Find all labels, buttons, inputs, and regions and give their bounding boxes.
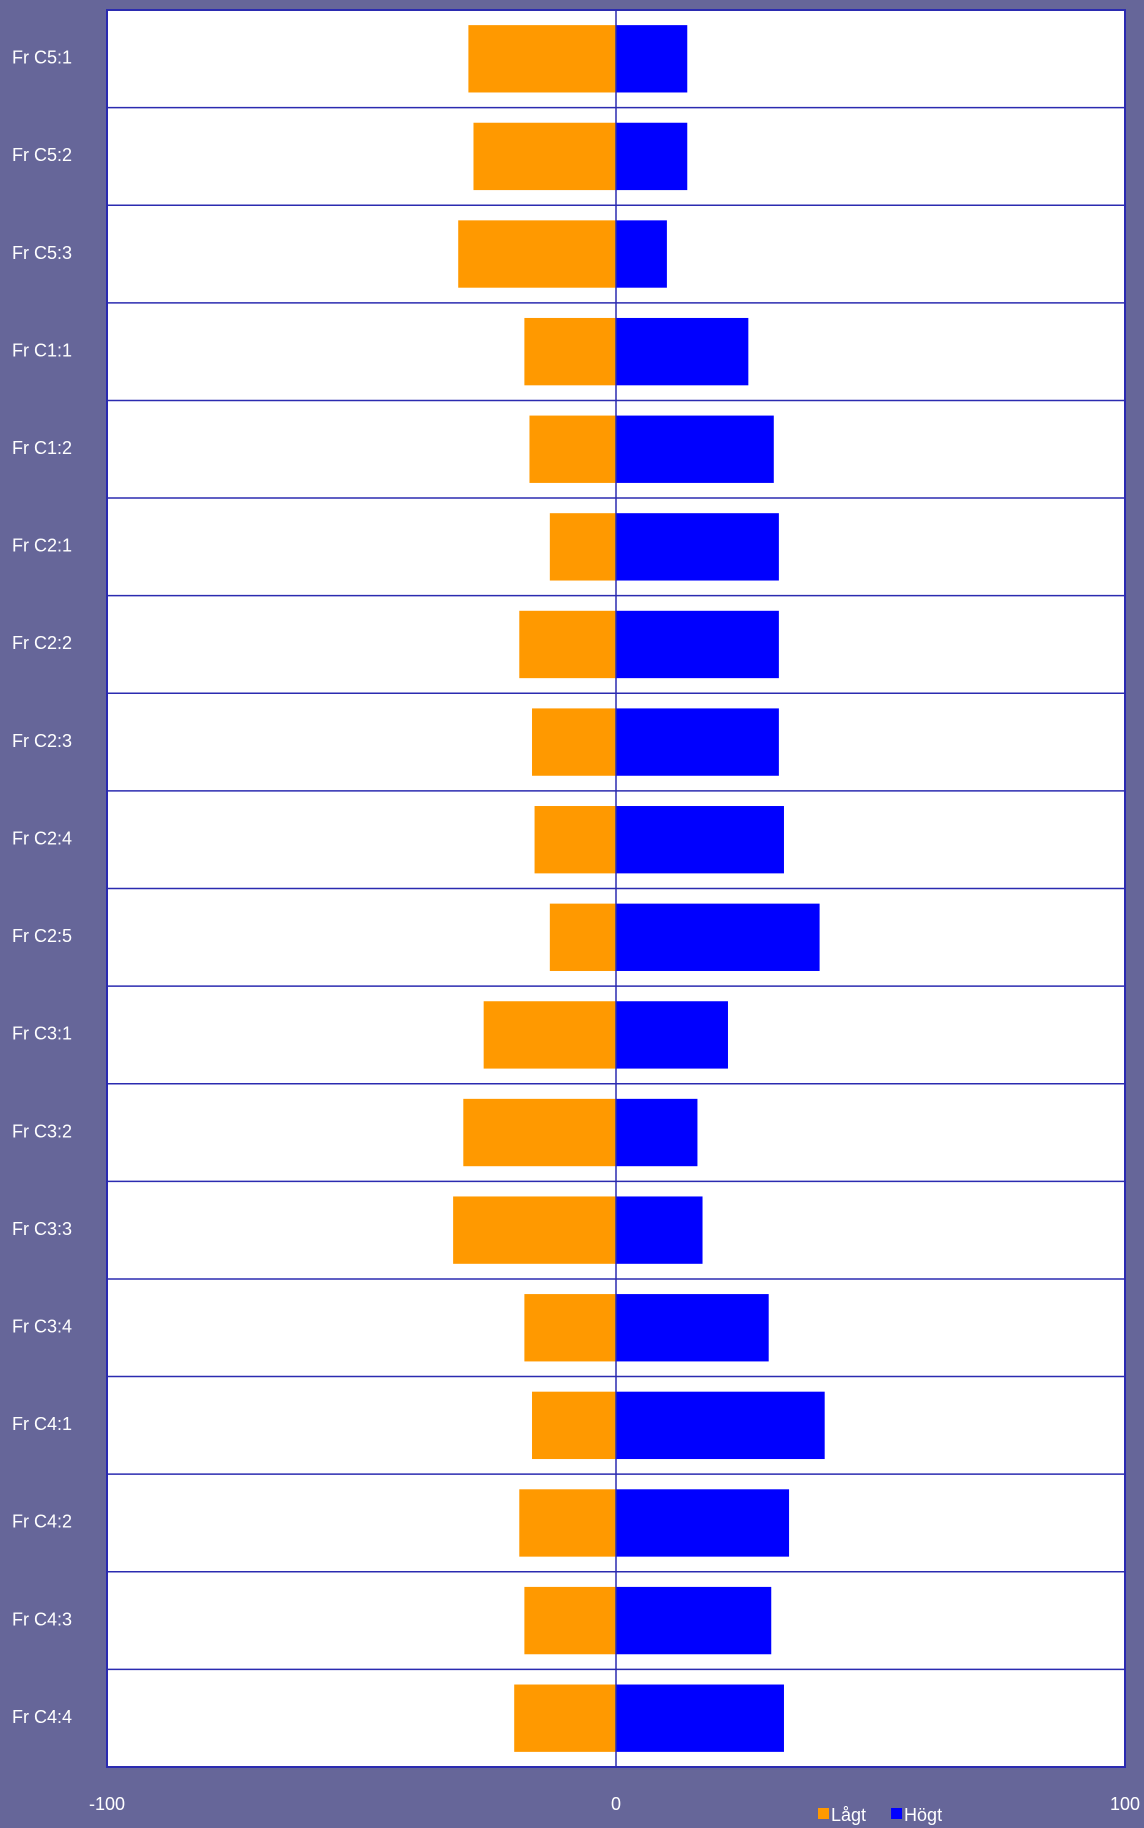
y-tick-label: Fr C4:1 [12, 1414, 72, 1434]
legend-swatch [818, 1808, 829, 1819]
bar [616, 1586, 772, 1655]
legend-label: Lågt [831, 1805, 866, 1825]
y-tick-label: Fr C3:3 [12, 1219, 72, 1239]
bar [549, 513, 616, 581]
y-tick-label: Fr C1:1 [12, 340, 72, 360]
y-tick-label: Fr C2:4 [12, 828, 72, 848]
bar [616, 903, 820, 971]
bar [616, 1294, 769, 1362]
bar [529, 415, 616, 483]
y-tick-label: Fr C2:5 [12, 926, 72, 946]
y-tick-label: Fr C5:3 [12, 243, 72, 263]
bar [616, 1196, 703, 1264]
bar [514, 1684, 616, 1752]
y-tick-label: Fr C5:1 [12, 48, 72, 68]
y-tick-label: Fr C3:2 [12, 1121, 72, 1141]
bar [616, 806, 784, 874]
bar [532, 1391, 616, 1460]
bar [524, 1586, 616, 1655]
bar [534, 806, 616, 874]
y-tick-label: Fr C5:2 [12, 145, 72, 165]
y-tick-label: Fr C4:3 [12, 1609, 72, 1629]
bar [616, 1684, 784, 1752]
bar [616, 220, 667, 288]
bar [524, 317, 616, 386]
bar [549, 903, 616, 971]
bar [532, 708, 616, 776]
bar [616, 122, 688, 191]
bar [453, 1196, 616, 1264]
x-tick-label: 100 [1110, 1794, 1140, 1814]
y-tick-label: Fr C2:3 [12, 731, 72, 751]
bar [463, 1098, 616, 1167]
bar [616, 1391, 825, 1460]
y-tick-label: Fr C3:4 [12, 1317, 72, 1337]
bar [458, 220, 616, 288]
bar [524, 1294, 616, 1362]
legend-label: Högt [904, 1805, 942, 1825]
bar [616, 610, 779, 679]
bar [616, 1001, 728, 1069]
bar [519, 1489, 616, 1557]
y-tick-label: Fr C4:2 [12, 1512, 72, 1532]
bar [616, 25, 688, 93]
legend-swatch [891, 1808, 903, 1819]
bar [616, 1489, 790, 1557]
bar [616, 513, 779, 581]
bar [519, 610, 616, 679]
bar [616, 708, 779, 776]
bar [468, 25, 616, 93]
x-tick-label: 0 [611, 1794, 621, 1814]
y-tick-label: Fr C3:1 [12, 1024, 72, 1044]
bar [483, 1001, 616, 1069]
y-tick-label: Fr C1:2 [12, 438, 72, 458]
y-tick-label: Fr C4:4 [12, 1707, 72, 1727]
bar [616, 317, 749, 386]
x-tick-label: -100 [89, 1794, 125, 1814]
bar [473, 122, 616, 191]
bar [616, 415, 774, 483]
y-tick-label: Fr C2:1 [12, 536, 72, 556]
y-tick-label: Fr C2:2 [12, 633, 72, 653]
bar [616, 1098, 698, 1167]
